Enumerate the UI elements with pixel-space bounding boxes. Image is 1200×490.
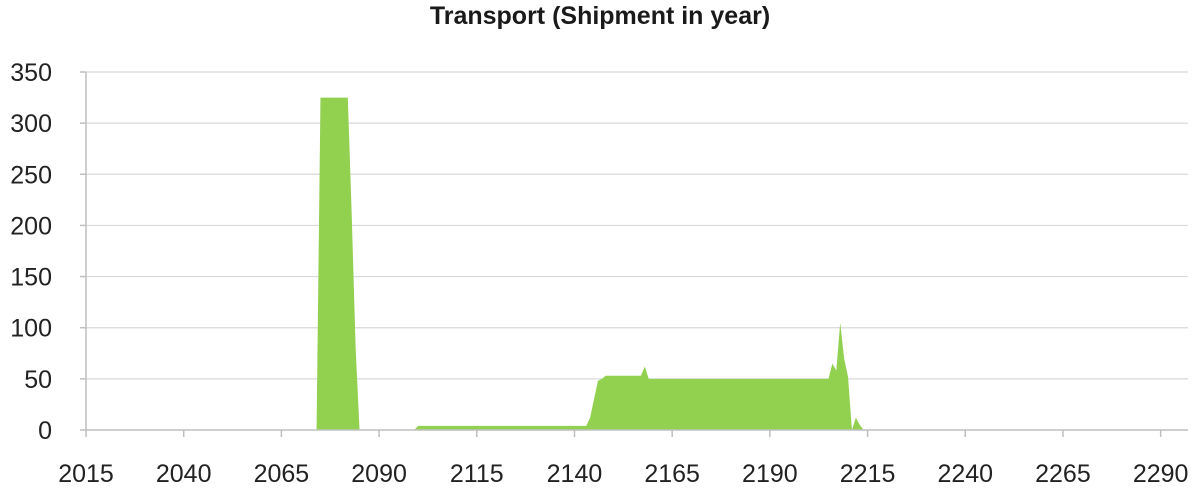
y-tick-label: 300 xyxy=(10,110,52,138)
y-tick-label: 100 xyxy=(10,315,52,343)
y-tick-label: 250 xyxy=(10,161,52,189)
x-tick-label: 2140 xyxy=(547,460,603,488)
series-layer xyxy=(316,97,864,430)
x-tick-label: 2215 xyxy=(840,460,896,488)
grid-lines xyxy=(86,71,1188,380)
x-tick-label: 2290 xyxy=(1133,460,1189,488)
chart-title: Transport (Shipment in year) xyxy=(429,2,771,30)
x-tick-label: 2190 xyxy=(742,460,798,488)
y-tick-label: 0 xyxy=(38,417,52,445)
x-tick-label: 2240 xyxy=(937,460,993,488)
x-tick-label: 2065 xyxy=(254,460,310,488)
y-tick-label: 350 xyxy=(10,59,52,87)
x-tick-label: 2015 xyxy=(58,460,114,488)
axes: 0 50 100 150 200 250 300 350 2015 2040 2065 2090 211… xyxy=(10,59,1188,488)
x-tick-label: 2040 xyxy=(156,460,212,488)
y-tick-label: 150 xyxy=(10,264,52,292)
x-tick-label: 2265 xyxy=(1035,460,1091,488)
y-tick-label: 200 xyxy=(10,212,52,240)
x-tick-label: 2090 xyxy=(351,460,407,488)
x-tick-label: 2165 xyxy=(644,460,700,488)
y-tick-label: 50 xyxy=(24,366,52,394)
x-tick-label: 2115 xyxy=(450,460,504,488)
area-series-1 xyxy=(316,97,864,430)
